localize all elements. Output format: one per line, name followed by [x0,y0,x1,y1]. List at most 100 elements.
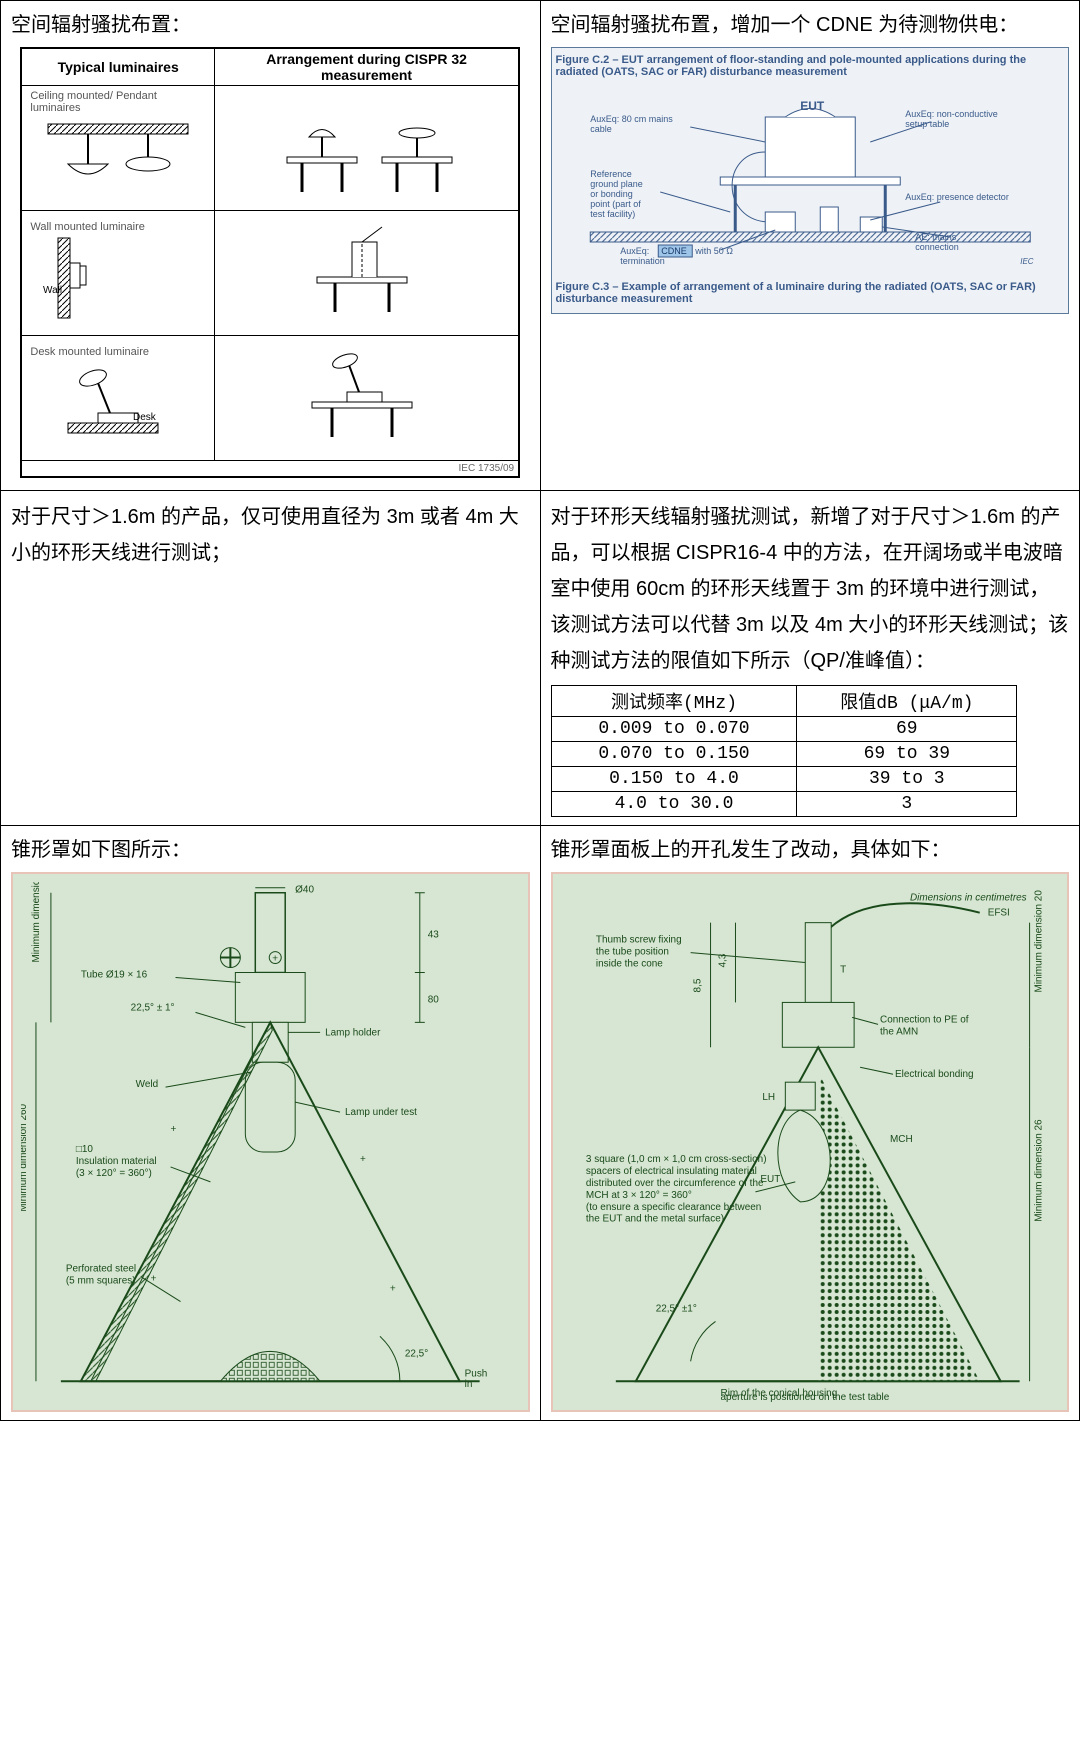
push-1: Push [465,1368,488,1379]
eut-diagram-icon: EUT AuxEq: 80 cm mains cable AuxEq: non-… [556,82,1065,272]
sp-5: (to ensure a specific clearance between [585,1202,760,1213]
efsi-label: EFSI [987,908,1009,919]
lum-row2-right [215,211,519,336]
lum-row1-right [215,86,519,211]
lum-th-1: Typical luminaires [22,49,215,86]
r3-right-title: 锥形罩面板上的开孔发生了改动，具体如下： [551,834,1070,866]
push-2: in [465,1379,473,1390]
svg-text:point (part of: point (part of [590,199,641,209]
luminaires-table-box: Typical luminaires Arrangement during CI… [20,47,520,478]
r1-left-cell: 空间辐射骚扰布置： Typical luminaires Arrangement… [1,1,541,491]
svg-text:with 50 Ω: with 50 Ω [694,246,733,256]
desk-arrangement-icon [277,347,457,447]
lim-r2c0: 0.150 to 4.0 [551,767,797,792]
conn-2: the AMN [880,1026,918,1037]
dim-43: 43 [428,930,440,941]
ceiling-pendant-icon [38,114,198,204]
r2-right-text: 对于环形天线辐射骚扰测试，新增了对于尺寸＞1.6m 的产品，可以根据 CISPR… [551,499,1070,679]
angle-bottom: 22,5° [405,1348,428,1359]
lum-footer: IEC 1735/09 [22,461,519,477]
dims-cm: Dimensions in centimetres [909,893,1026,904]
lim-r3c1: 3 [797,792,1017,817]
comparison-table: 空间辐射骚扰布置： Typical luminaires Arrangement… [0,0,1080,1421]
svg-text:or bonding: or bonding [590,189,633,199]
svg-text:connection: connection [915,242,959,252]
dim-80: 80 [428,994,440,1005]
svg-text:ground plane: ground plane [590,179,643,189]
eut-label: EUT [800,99,825,113]
cone-left-diagram-icon: Ø40 + + [21,882,520,1402]
dim-phi40: Ø40 [295,885,314,896]
svg-text:termination: termination [620,256,665,266]
svg-text:+: + [390,1284,396,1295]
svg-text:+: + [272,954,278,965]
lum-row3-right [215,336,519,461]
angle-top: 22,5° ± 1° [131,1002,175,1013]
limits-th-1: 测试频率(MHz) [551,686,797,717]
perforated-2: (5 mm squares) [66,1276,136,1287]
lum-row1-left: Ceiling mounted/ Pendant luminaires [22,86,215,211]
svg-text:AuxEq: 80 cm mains: AuxEq: 80 cm mains [590,114,673,124]
lum-row3-label: Desk mounted luminaire [26,346,210,358]
row-3: 锥形罩如下图所示： Ø40 + [1,826,1080,1421]
perforated-1: Perforated steel [66,1264,136,1275]
row-2: 对于尺寸＞1.6m 的产品，仅可使用直径为 3m 或者 4m 大小的环形天线进行… [1,491,1080,826]
r3-right-cell: 锥形罩面板上的开孔发生了改动，具体如下： Dimensions in centi… [540,826,1080,1421]
mch-label: MCH [890,1134,913,1145]
lim-r1c1: 69 to 39 [797,742,1017,767]
limits-th-2: 限值dB (μA/m) [797,686,1017,717]
conn-1: Connection to PE of [880,1014,969,1025]
limits-table: 测试频率(MHz) 限值dB (μA/m) 0.009 to 0.07069 0… [551,685,1018,817]
ceiling-arrangement-icon [267,97,467,197]
r1-left-title: 空间辐射骚扰布置： [11,9,530,41]
insulation-3: (3 × 120° = 360°) [76,1168,152,1179]
t-label: T [840,965,846,976]
wall-arrangement-icon [277,222,457,322]
cone-right-diagram-icon: Dimensions in centimetres EFSI T LH EUT … [561,882,1060,1402]
svg-text:+: + [360,1154,366,1165]
r1-right-cell: 空间辐射骚扰布置，增加一个 CDNE 为待测物供电： Figure C.2 – … [540,1,1080,491]
r2-left-text: 对于尺寸＞1.6m 的产品，仅可使用直径为 3m 或者 4m 大小的环形天线进行… [11,499,530,571]
desk-sublabel: Desk [133,412,157,423]
min-200: Minimum dimension 200 [31,882,42,963]
lh-label: LH [762,1092,775,1103]
sp-4: MCH at 3 × 120° = 360° [585,1190,691,1201]
r3-left-title: 锥形罩如下图所示： [11,834,530,866]
svg-text:+: + [171,1124,177,1135]
eut-figure-frame: Figure C.2 – EUT arrangement of floor-st… [551,47,1070,314]
sp-2: spacers of electrical insulating materia… [585,1166,756,1177]
eut-fig-bottom-title: Figure C.3 – Example of arrangement of a… [556,281,1065,305]
thumb-3: inside the cone [595,959,662,970]
insulation-1: □10 [76,1144,94,1155]
lim-r2c1: 39 to 3 [797,767,1017,792]
svg-text:AuxEq: presence detector: AuxEq: presence detector [905,192,1009,202]
insulation-2: Insulation material [76,1156,157,1167]
min-260: Minimum dimension 260 [21,1103,29,1211]
lim-r3c0: 4.0 to 30.0 [551,792,797,817]
r2-right-cell: 对于环形天线辐射骚扰测试，新增了对于尺寸＞1.6m 的产品，可以根据 CISPR… [540,491,1080,826]
bonding-label: Electrical bonding [894,1069,973,1080]
min-26: Minimum dimension 26 [1033,1119,1044,1222]
angle-right: 22,5° ±1° [655,1303,696,1314]
wall-sublabel: Wall [43,285,62,296]
lum-row1-label: Ceiling mounted/ Pendant luminaires [26,90,210,114]
thumb-2: the tube position [595,947,668,958]
wall-luminaire-icon: Wall [38,233,198,323]
lamp-under-test: Lamp under test [345,1107,417,1118]
lum-row2-label: Wall mounted luminaire [26,221,210,233]
r2-left-cell: 对于尺寸＞1.6m 的产品，仅可使用直径为 3m 或者 4m 大小的环形天线进行… [1,491,541,826]
svg-text:Reference: Reference [590,169,632,179]
luminaires-table: Typical luminaires Arrangement during CI… [21,48,519,477]
desk-luminaire-icon: Desk [38,358,198,448]
lim-r1c0: 0.070 to 0.150 [551,742,797,767]
lum-row2-left: Wall mounted luminaire Wall [22,211,215,336]
r3-left-cell: 锥形罩如下图所示： Ø40 + [1,826,541,1421]
rim-2: aperture is positioned on the test table [720,1392,889,1402]
svg-text:AE: mains: AE: mains [915,232,957,242]
weld-label: Weld [136,1079,159,1090]
dim-8-5: 8,5 [692,978,703,992]
tube-label: Tube Ø19 × 16 [81,969,148,980]
svg-text:setup table: setup table [905,119,949,129]
sp-1: 3 square (1,0 cm × 1,0 cm cross-section) [585,1154,766,1165]
lum-row3-left: Desk mounted luminaire Desk [22,336,215,461]
